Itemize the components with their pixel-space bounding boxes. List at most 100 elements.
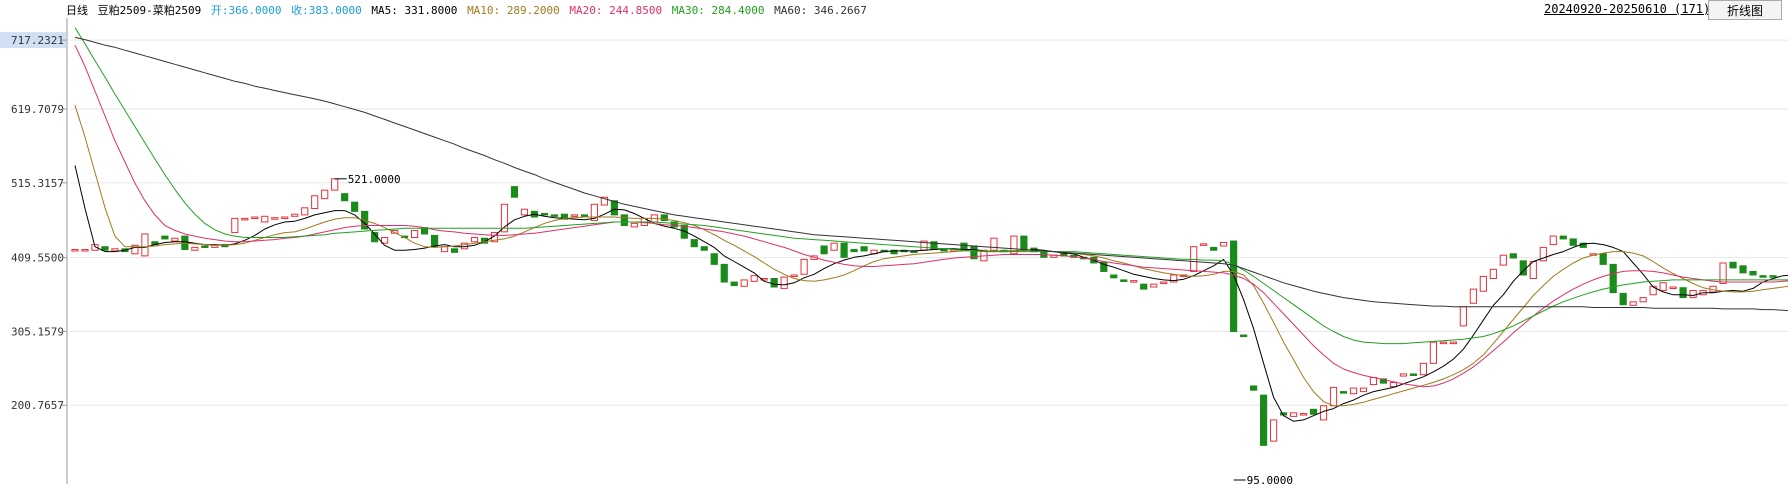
candle-up xyxy=(131,244,139,255)
y-tick-label: 409.5500 xyxy=(11,252,64,265)
candle-down xyxy=(1749,270,1757,276)
candle-up xyxy=(1639,297,1647,303)
candle-up xyxy=(440,246,449,253)
candle-up xyxy=(520,208,529,216)
ma10-label: MA10: xyxy=(467,4,501,17)
y-tick-label: 305.1579 xyxy=(11,325,64,338)
ma20-value: 244.8500 xyxy=(609,4,663,17)
candle-up xyxy=(1549,235,1557,246)
candle-down xyxy=(710,253,718,265)
candle-up xyxy=(500,203,509,233)
candle-up xyxy=(1349,387,1358,395)
candle-up xyxy=(1130,280,1138,283)
candle-up xyxy=(251,216,259,220)
y-tick-label: 619.7079 xyxy=(11,103,64,116)
candle-up xyxy=(171,237,179,242)
candle-up xyxy=(1429,341,1437,364)
open-label: 开: xyxy=(210,4,229,17)
candle-down xyxy=(450,248,459,253)
candle-up xyxy=(990,237,998,251)
candle-up xyxy=(1479,275,1487,292)
candle-down xyxy=(540,212,549,216)
candle-up xyxy=(1150,283,1158,288)
candle-up xyxy=(411,229,419,239)
candle-up xyxy=(490,232,499,243)
chart-header: 日线 豆粕2509-菜粕2509 开:366.0000 收:383.0000 M… xyxy=(66,2,870,18)
y-tick-label: 717.2321 xyxy=(11,34,64,47)
candle-down xyxy=(770,278,778,288)
candle-up xyxy=(830,242,838,251)
ma-line-ma30 xyxy=(74,27,1788,345)
candle-up xyxy=(790,274,798,277)
candle-up xyxy=(81,249,89,252)
candle-up xyxy=(191,246,199,251)
candle-down xyxy=(550,214,559,217)
candle-up xyxy=(750,275,758,282)
y-tick-label: 200.7657 xyxy=(11,399,64,412)
candle-down xyxy=(1409,373,1418,376)
candle-up xyxy=(630,222,638,228)
close-value: 383.0000 xyxy=(308,4,362,17)
candle-up xyxy=(1489,268,1497,280)
ma60-value: 346.2667 xyxy=(813,4,867,17)
annotation-label: 521.0000 xyxy=(348,173,401,186)
candle-down xyxy=(1569,238,1577,246)
candle-up xyxy=(780,276,788,289)
candle-up xyxy=(1170,274,1178,283)
ma30-value: 284.4000 xyxy=(711,4,765,17)
candle-up xyxy=(1399,373,1408,377)
candle-down xyxy=(850,249,858,253)
candle-up xyxy=(1539,246,1547,262)
candle-up xyxy=(1629,301,1637,306)
candle-up xyxy=(1299,413,1308,416)
candle-down xyxy=(1120,279,1128,282)
candle-down xyxy=(1339,391,1348,394)
candle-up xyxy=(1389,381,1398,388)
ma30-label: MA30: xyxy=(671,4,705,17)
candle-down xyxy=(1110,274,1118,279)
candle-up xyxy=(1369,376,1378,386)
candle-down xyxy=(670,221,678,228)
line-chart-toggle-button[interactable]: 折线图 xyxy=(1708,0,1782,20)
candle-down xyxy=(161,235,169,240)
candle-down xyxy=(1599,253,1607,265)
candle-up xyxy=(311,195,319,210)
candle-down xyxy=(1379,378,1388,384)
candle-up xyxy=(570,214,579,217)
ma5-value: 331.8000 xyxy=(404,4,458,17)
candle-down xyxy=(620,214,628,226)
candle-down xyxy=(201,245,209,248)
candle-down xyxy=(1759,275,1767,278)
candle-up xyxy=(1449,341,1457,345)
candle-down xyxy=(1230,240,1238,333)
candle-down xyxy=(730,281,738,287)
candle-up xyxy=(800,258,808,275)
candle-up xyxy=(1220,241,1228,247)
candle-down xyxy=(341,193,349,202)
ma5-label: MA5: xyxy=(371,4,398,17)
close-label: 收: xyxy=(291,4,309,17)
candle-up xyxy=(590,203,598,222)
candle-up xyxy=(1719,262,1727,284)
candle-up xyxy=(281,216,289,220)
date-range-label[interactable]: 20240920-20250610 (171) xyxy=(1544,2,1711,16)
candle-down xyxy=(1210,246,1218,251)
candle-up xyxy=(381,237,389,244)
candle-down xyxy=(101,246,109,251)
candle-down xyxy=(720,263,728,283)
candle-down xyxy=(680,224,688,239)
candle-down xyxy=(700,246,708,251)
candle-down xyxy=(1739,265,1747,274)
candle-down xyxy=(1250,385,1258,391)
candle-down xyxy=(1020,235,1028,251)
candle-up xyxy=(470,237,479,243)
candle-up xyxy=(1289,412,1298,417)
candle-up xyxy=(1359,387,1368,393)
candle-up xyxy=(1439,341,1447,345)
ma-line-ma60 xyxy=(74,36,1788,312)
open-value: 366.0000 xyxy=(228,4,282,17)
candle-up xyxy=(291,213,299,217)
tick-highlight xyxy=(0,32,66,49)
candle-up xyxy=(1659,282,1667,292)
